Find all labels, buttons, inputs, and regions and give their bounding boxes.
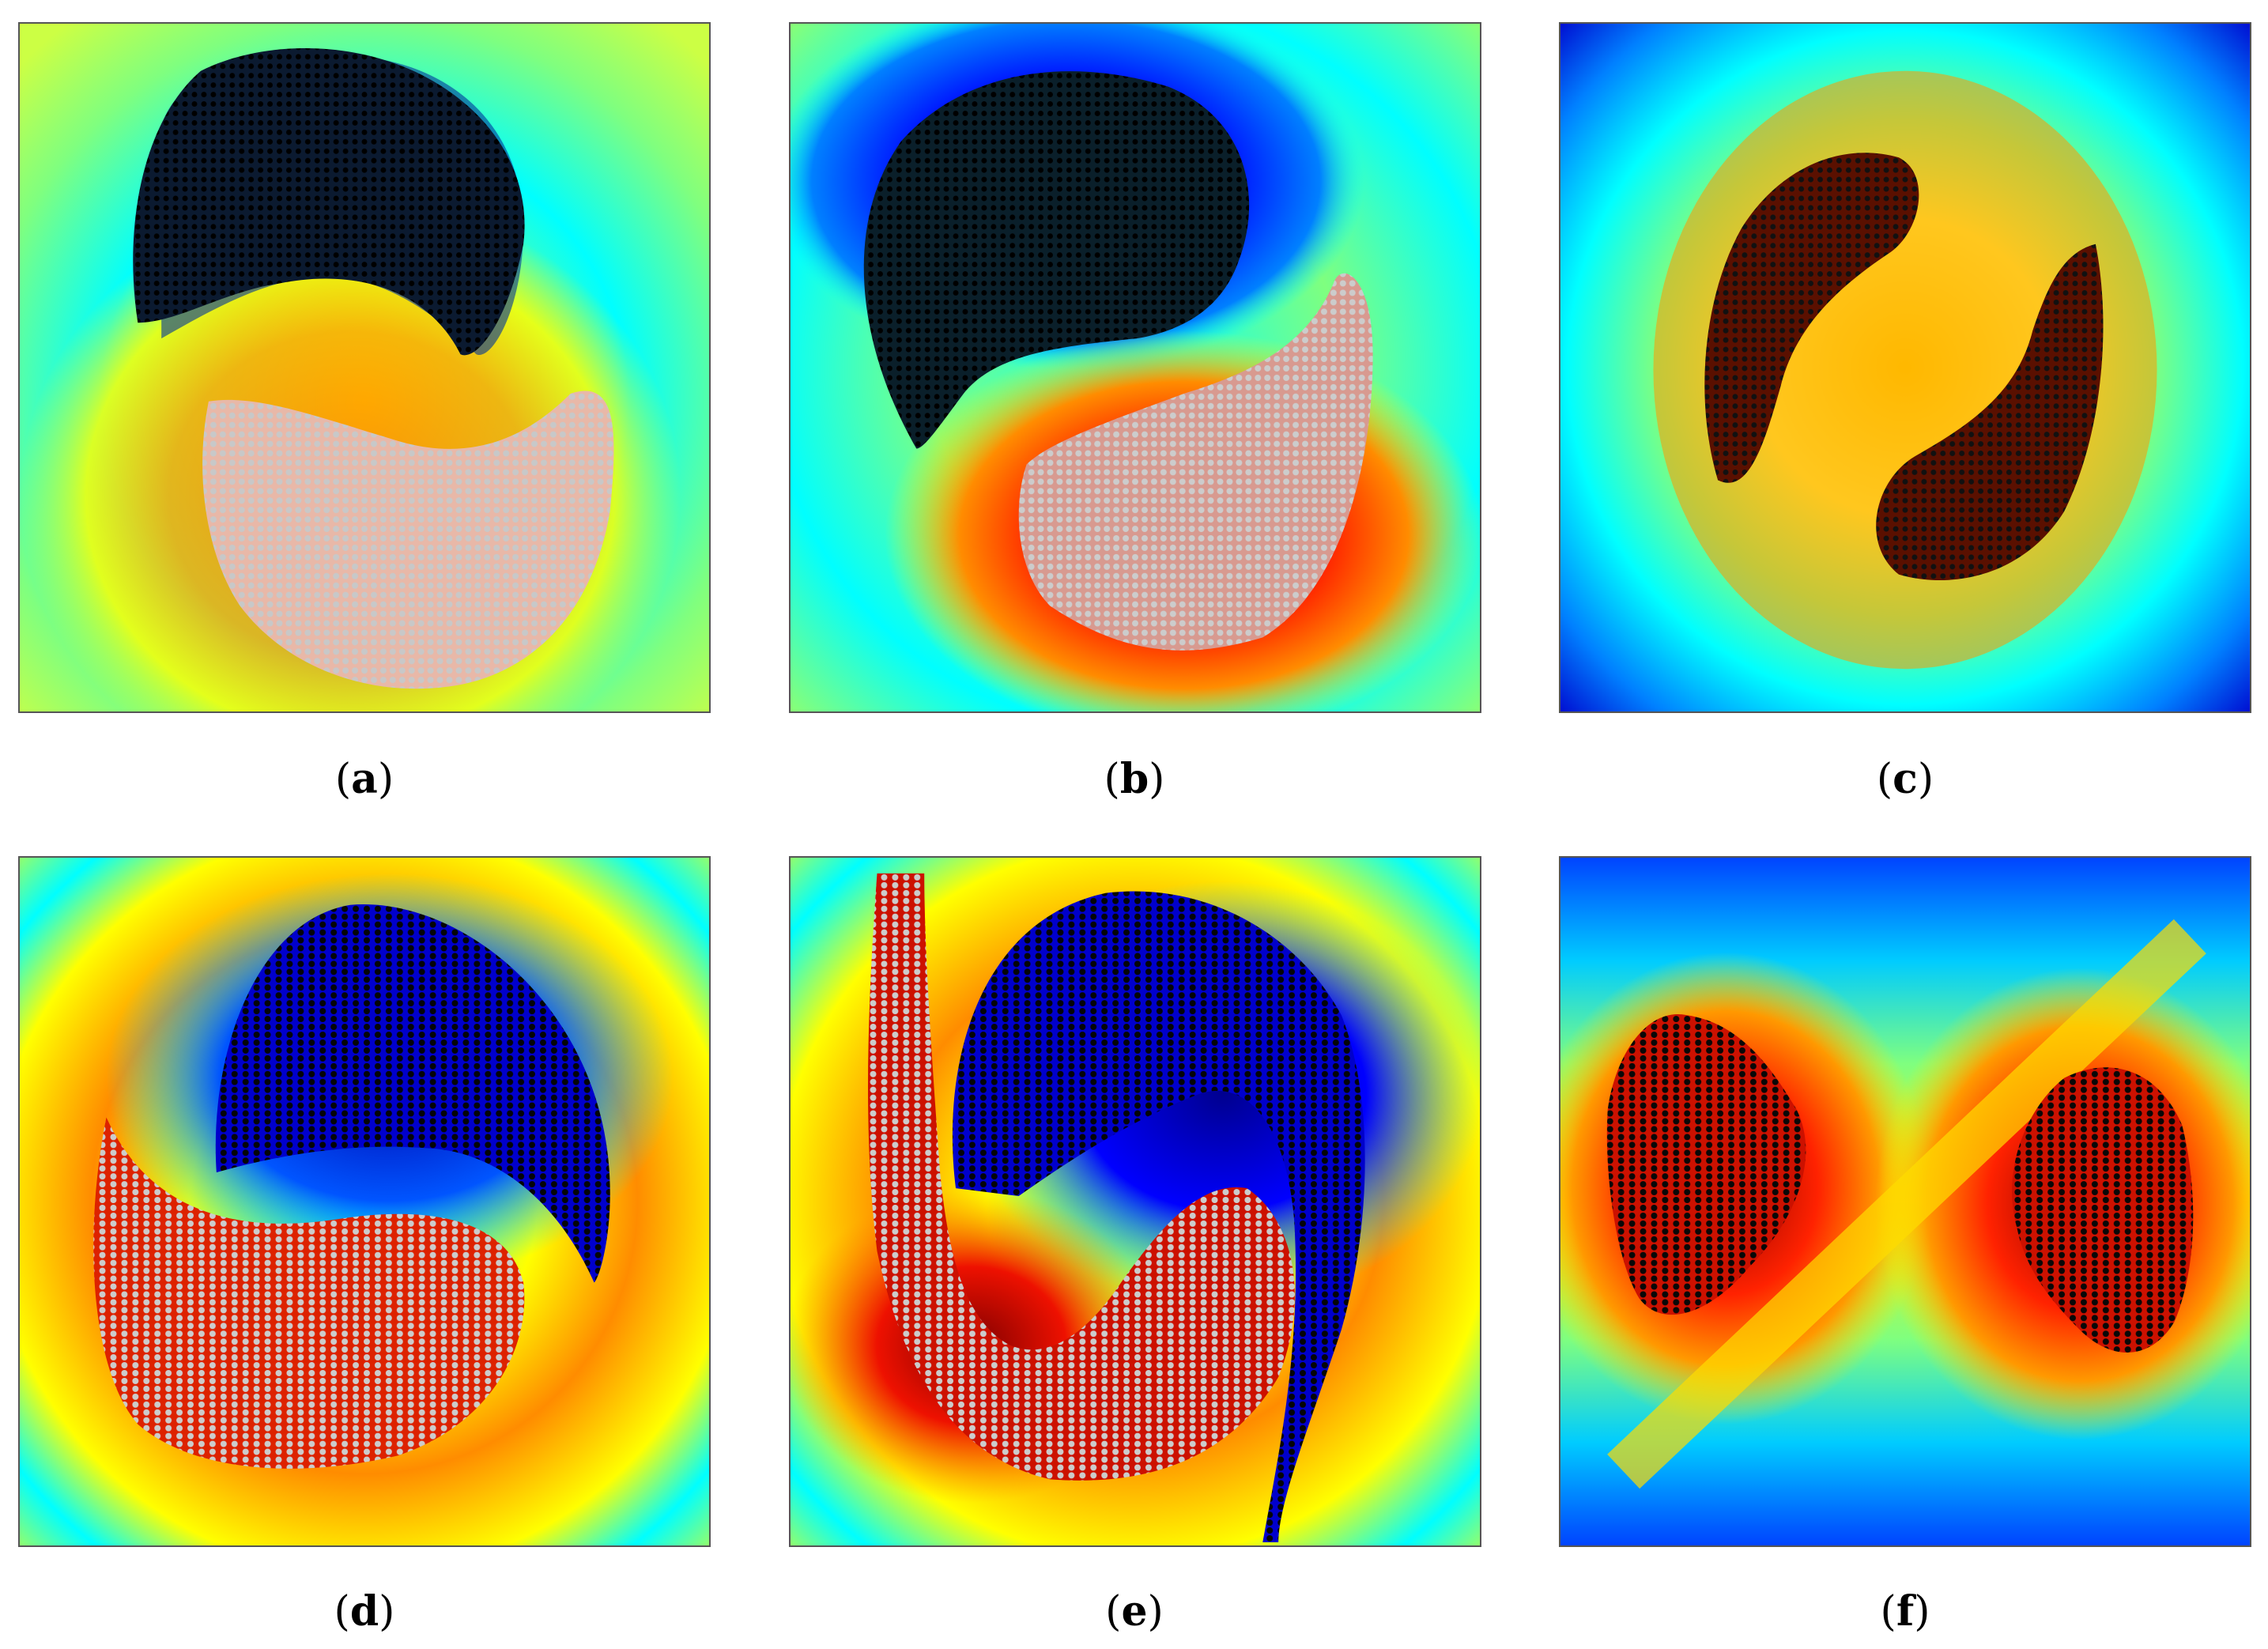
dark-particle-blob [215, 904, 610, 1283]
light-particle-blob [93, 1117, 525, 1469]
panel-f [1559, 856, 2251, 1547]
dark-particle-blob-left [1704, 153, 1919, 483]
dark-particle-blob-left [1606, 1013, 1806, 1315]
caption-b: (b) [1104, 755, 1165, 803]
light-particle-blob [202, 391, 614, 689]
panel-c-image [1560, 24, 2250, 711]
panel-a [18, 22, 711, 713]
dark-particle-blob-right [2012, 1067, 2194, 1353]
panel-d [18, 856, 711, 1547]
caption-d: (d) [334, 1587, 395, 1636]
panel-f-image [1560, 858, 2250, 1545]
panel-c [1559, 22, 2251, 713]
dark-particle-blob-right [1876, 243, 2104, 580]
panel-b [789, 22, 1481, 713]
panel-e-image [791, 858, 1480, 1545]
dark-particle-blob [952, 891, 1365, 1543]
panel-b-image [791, 24, 1480, 711]
dark-particle-blob [863, 71, 1250, 449]
caption-f: (f) [1880, 1587, 1930, 1636]
caption-c: (c) [1876, 755, 1934, 803]
caption-a: (a) [334, 755, 394, 803]
caption-e: (e) [1105, 1587, 1164, 1636]
light-particle-blob [1018, 273, 1373, 651]
panel-d-image [20, 858, 709, 1545]
panel-a-image [20, 24, 709, 711]
panel-e [789, 856, 1481, 1547]
dark-particle-blob [133, 48, 525, 356]
light-particle-blob [868, 873, 1295, 1481]
